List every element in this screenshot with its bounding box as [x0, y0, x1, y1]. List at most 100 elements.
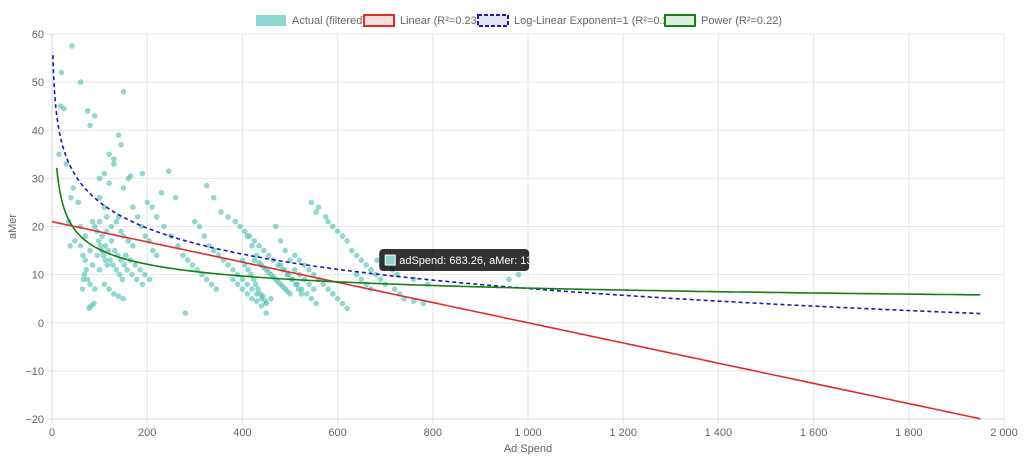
scatter-point[interactable]: [374, 257, 380, 264]
scatter-point[interactable]: [218, 209, 224, 215]
scatter-point[interactable]: [295, 286, 302, 292]
scatter-point[interactable]: [189, 262, 196, 268]
scatter-point[interactable]: [63, 161, 70, 167]
scatter-point[interactable]: [349, 247, 355, 254]
scatter-point[interactable]: [256, 259, 262, 266]
scatter-point[interactable]: [251, 257, 258, 264]
scatter-point[interactable]: [106, 180, 112, 186]
scatter-point[interactable]: [192, 218, 198, 225]
scatter-point[interactable]: [130, 243, 136, 249]
scatter-point[interactable]: [242, 228, 248, 235]
scatter-point[interactable]: [311, 271, 317, 278]
scatter-point[interactable]: [161, 223, 167, 230]
scatter-point[interactable]: [111, 156, 117, 162]
scatter-point[interactable]: [268, 295, 274, 302]
scatter-point[interactable]: [101, 281, 108, 288]
scatter-point[interactable]: [282, 247, 289, 254]
scatter-point[interactable]: [311, 286, 317, 292]
scatter-point[interactable]: [292, 267, 298, 273]
scatter-point[interactable]: [82, 257, 89, 264]
scatter-point[interactable]: [92, 113, 98, 119]
scatter-point[interactable]: [56, 151, 62, 158]
scatter-point[interactable]: [245, 267, 251, 273]
scatter-point[interactable]: [146, 276, 153, 283]
scatter-point[interactable]: [368, 267, 374, 273]
scatter-point[interactable]: [249, 295, 255, 302]
scatter-point[interactable]: [339, 300, 346, 307]
scatter-point[interactable]: [313, 300, 320, 307]
scatter-point[interactable]: [237, 223, 243, 230]
scatter-point[interactable]: [230, 267, 236, 273]
scatter-point[interactable]: [118, 228, 124, 235]
scatter-point[interactable]: [353, 271, 360, 278]
scatter-point[interactable]: [280, 283, 286, 290]
scatter-point[interactable]: [182, 310, 189, 316]
scatter-point[interactable]: [69, 43, 75, 49]
scatter-point[interactable]: [184, 257, 191, 264]
scatter-point[interactable]: [115, 293, 122, 300]
scatter-point[interactable]: [358, 276, 365, 283]
scatter-point[interactable]: [211, 194, 217, 201]
scatter-point[interactable]: [249, 243, 255, 249]
scatter-point[interactable]: [120, 295, 127, 302]
scatter-point[interactable]: [262, 298, 269, 304]
scatter-point[interactable]: [515, 271, 522, 278]
scatter-point[interactable]: [142, 233, 149, 239]
scatter-point[interactable]: [121, 262, 128, 268]
legend-item[interactable]: Linear (R²=0.23): [363, 14, 480, 27]
scatter-point[interactable]: [244, 291, 250, 297]
scatter-point[interactable]: [308, 199, 315, 206]
scatter-point[interactable]: [70, 185, 77, 191]
scatter-point[interactable]: [101, 170, 108, 177]
scatter-point[interactable]: [306, 267, 312, 273]
scatter-point[interactable]: [149, 204, 155, 210]
scatter-point[interactable]: [272, 223, 279, 230]
scatter-point[interactable]: [411, 298, 417, 304]
scatter-point[interactable]: [339, 233, 346, 239]
scatter-point[interactable]: [96, 175, 103, 182]
scatter-point[interactable]: [137, 267, 143, 273]
scatter-point[interactable]: [92, 286, 98, 292]
scatter-point[interactable]: [91, 300, 97, 307]
scatter-point[interactable]: [83, 267, 90, 273]
scatter-point[interactable]: [252, 281, 259, 288]
scatter-point[interactable]: [325, 218, 331, 225]
scatter-point[interactable]: [96, 194, 103, 201]
scatter-point[interactable]: [108, 223, 115, 230]
scatter-point[interactable]: [334, 295, 341, 302]
scatter-point[interactable]: [97, 243, 104, 249]
scatter-point[interactable]: [325, 286, 331, 292]
scatter-point[interactable]: [153, 252, 160, 259]
scatter-point[interactable]: [81, 271, 88, 278]
scatter-point[interactable]: [203, 276, 210, 283]
scatter-point[interactable]: [116, 271, 123, 278]
scatter-point[interactable]: [506, 276, 512, 283]
scatter-point[interactable]: [322, 214, 329, 220]
scatter-point[interactable]: [330, 291, 336, 297]
scatter-point[interactable]: [113, 218, 120, 225]
scatter-point[interactable]: [284, 288, 291, 295]
scatter-point[interactable]: [277, 262, 284, 268]
scatter-point[interactable]: [111, 291, 117, 297]
scatter-point[interactable]: [118, 141, 124, 148]
scatter-point[interactable]: [225, 214, 231, 220]
scatter-point[interactable]: [96, 267, 103, 273]
scatter-point[interactable]: [134, 214, 141, 220]
legend-item[interactable]: Log-Linear Exponent=1 (R²=0.22): [477, 14, 679, 27]
scatter-point[interactable]: [110, 262, 116, 268]
scatter-point[interactable]: [129, 271, 135, 278]
scatter-point[interactable]: [420, 300, 427, 307]
scatter-point[interactable]: [87, 247, 93, 254]
scatter-point[interactable]: [119, 276, 126, 283]
scatter-point[interactable]: [92, 223, 98, 230]
scatter-point[interactable]: [102, 243, 109, 249]
scatter-point[interactable]: [249, 286, 255, 292]
scatter-point[interactable]: [80, 252, 86, 259]
scatter-point[interactable]: [344, 305, 350, 312]
scatter-point[interactable]: [77, 243, 84, 249]
scatter-point[interactable]: [251, 276, 257, 283]
scatter-point[interactable]: [101, 204, 108, 210]
scatter-point[interactable]: [275, 279, 281, 285]
scatter-point[interactable]: [363, 262, 370, 268]
scatter-point[interactable]: [77, 79, 84, 85]
